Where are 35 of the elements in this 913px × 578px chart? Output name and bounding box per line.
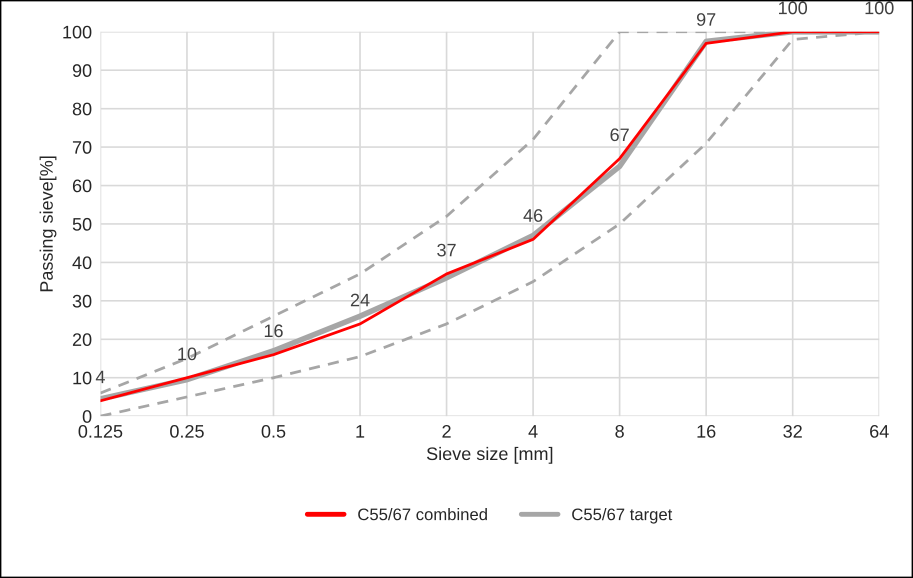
data-label: 16 [264,324,283,338]
data-label: 4 [96,370,105,384]
x-tick-label: 2 [442,424,451,438]
data-label: 97 [696,13,716,26]
x-tick-label: 0.5 [262,424,286,438]
x-tick-label: 16 [697,424,716,438]
data-label: 67 [610,128,629,142]
y-tick-label: 60 [72,179,92,192]
data-label: 100 [866,2,894,14]
y-tick-label: 20 [72,333,92,346]
x-tick-label: 8 [615,424,624,438]
data-label: 37 [437,244,456,256]
y-tick-label: 50 [72,218,92,231]
x-tick-label: 64 [870,424,889,438]
x-axis-title: Sieve size [mm] [426,446,552,464]
y-tick-label: 0 [82,410,92,423]
x-tick-label: 1 [356,425,364,438]
data-label: 46 [523,209,542,222]
x-tick-label: 0.125 [78,424,122,438]
x-tick-label: 4 [528,425,538,438]
y-tick-label: 70 [72,141,92,154]
y-axis-title: Passing sieve[%] [40,156,56,292]
x-tick-label: 0.25 [170,424,204,438]
data-label: 10 [178,347,196,360]
y-tick-label: 80 [72,102,92,116]
y-tick-label: 90 [72,64,92,77]
y-tick-label: 100 [63,26,92,39]
y-tick-label: 40 [72,256,92,270]
legend-label: C55/67 combined [358,508,487,520]
data-label: 100 [779,2,808,14]
x-tick-label: 32 [783,424,802,438]
data-label: 24 [350,294,370,306]
y-tick-label: 30 [72,294,92,308]
legend-label: C55/67 target [572,508,672,524]
y-tick-label: 10 [73,372,92,384]
